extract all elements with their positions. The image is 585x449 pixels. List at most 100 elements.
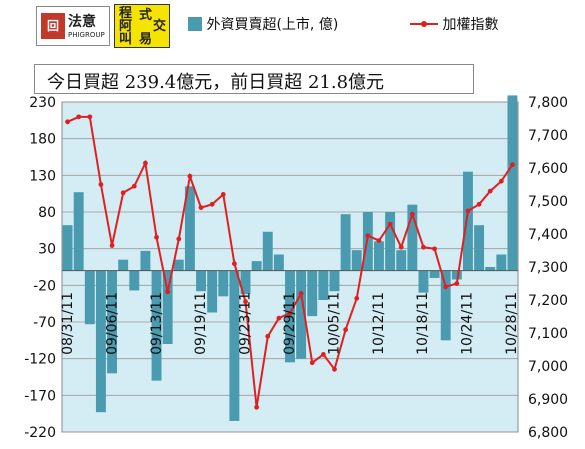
- phigroup-logo: 回 法意 PHIGROUP: [36, 6, 110, 46]
- index-point: [287, 310, 293, 316]
- bar: [118, 259, 129, 271]
- left-tick-label: 80: [38, 205, 56, 221]
- bar: [262, 231, 273, 271]
- index-point: [309, 360, 315, 366]
- bar: [296, 270, 307, 359]
- bar: [240, 270, 251, 295]
- bar: [162, 270, 173, 344]
- legend-bar-label: 外資買賣超(上市, 億): [206, 17, 339, 33]
- phigroup-logo-sub: PHIGROUP: [68, 31, 105, 39]
- index-point: [409, 211, 415, 217]
- index-point: [354, 295, 360, 301]
- left-tick-label: -20: [33, 278, 56, 294]
- legend-item-line: 加權指數: [410, 14, 498, 34]
- bar: [374, 241, 384, 271]
- program-logo-char: 叫: [119, 32, 133, 47]
- index-point: [432, 246, 437, 252]
- bar: [218, 270, 229, 297]
- index-point: [98, 182, 104, 187]
- bar: [307, 270, 318, 317]
- right-tick-label: 7,000: [528, 359, 568, 375]
- index-point: [87, 114, 93, 120]
- index-point: [109, 243, 115, 248]
- index-point: [198, 205, 204, 211]
- x-tick-label: 09/29/11: [282, 292, 298, 355]
- bar: [429, 270, 440, 278]
- right-tick-label: 7,500: [528, 194, 568, 210]
- bar: [407, 204, 418, 271]
- x-tick-label: 10/18/11: [415, 292, 431, 355]
- plot-area: [61, 101, 519, 433]
- index-point: [376, 238, 382, 244]
- index-point: [465, 208, 471, 214]
- index-point: [120, 190, 126, 196]
- bar: [385, 212, 396, 271]
- index-point: [398, 244, 404, 250]
- index-point: [209, 201, 215, 207]
- x-tick-label: 10/24/11: [460, 292, 476, 355]
- left-tick-label: 30: [38, 242, 56, 258]
- right-tick-label: 7,300: [528, 260, 568, 276]
- index-point: [365, 233, 371, 239]
- index-point: [254, 404, 260, 410]
- index-point: [343, 327, 349, 333]
- right-tick-label: 7,400: [528, 227, 568, 243]
- index-point: [387, 221, 393, 227]
- phigroup-logo-mark: 回: [41, 13, 65, 39]
- index-point: [510, 162, 515, 168]
- headline-box: 今日買超 239.4億元，前日買超 21.8億元: [34, 64, 474, 94]
- index-point: [176, 236, 182, 242]
- left-tick-label: 180: [29, 132, 56, 148]
- x-tick-label: 09/13/11: [149, 292, 165, 355]
- legend-line-label: 加權指數: [442, 17, 499, 33]
- legend-line-swatch: [410, 21, 438, 27]
- bar: [196, 270, 206, 292]
- bar: [184, 186, 195, 271]
- index-point: [143, 160, 148, 166]
- right-tick-label: 6,900: [528, 392, 568, 408]
- bar: [418, 270, 429, 293]
- x-tick-label: 09/23/11: [238, 292, 254, 355]
- right-tick-label: 7,600: [528, 161, 568, 177]
- x-tick-label: 08/31/11: [60, 292, 76, 355]
- bar: [318, 270, 329, 300]
- bar: [95, 270, 106, 413]
- left-tick-label: 230: [29, 95, 56, 111]
- right-tick-label: 7,200: [528, 293, 568, 309]
- index-point: [65, 119, 70, 125]
- x-tick-label: 10/28/11: [504, 292, 520, 355]
- bar: [507, 95, 518, 271]
- index-point: [131, 183, 137, 189]
- phigroup-logo-name: 法意: [68, 14, 96, 30]
- index-point: [231, 261, 237, 267]
- index-point: [298, 291, 304, 296]
- left-tick-label: -70: [33, 315, 56, 331]
- right-tick-label: 6,800: [528, 425, 568, 441]
- legend-item-bars: 外資買賣超(上市, 億): [188, 14, 338, 34]
- left-tick-label: -120: [24, 352, 56, 368]
- right-tick-label: 7,700: [528, 128, 568, 144]
- bar: [151, 270, 162, 381]
- index-point: [276, 315, 282, 321]
- bar: [229, 270, 240, 421]
- program-logo-char: 式: [139, 8, 153, 23]
- program-trading-logo: 程 式 阿 交 叫 易: [114, 4, 170, 48]
- index-point: [443, 284, 449, 290]
- left-tick-label: -170: [24, 388, 56, 404]
- program-logo-char: 程: [119, 6, 133, 21]
- index-point: [498, 178, 504, 184]
- index-point: [332, 366, 337, 372]
- legend-bar-swatch: [188, 17, 202, 31]
- bar: [440, 270, 451, 341]
- bar: [396, 250, 407, 271]
- index-point: [220, 192, 226, 197]
- program-logo-char: 易: [139, 32, 153, 47]
- bar: [474, 225, 485, 271]
- index-point: [187, 173, 193, 179]
- x-tick-label: 10/05/11: [326, 292, 342, 355]
- left-tick-label: 130: [29, 168, 56, 184]
- index-point: [154, 234, 159, 240]
- program-logo-char: 阿: [119, 19, 133, 34]
- program-logo-char: 交: [153, 19, 167, 34]
